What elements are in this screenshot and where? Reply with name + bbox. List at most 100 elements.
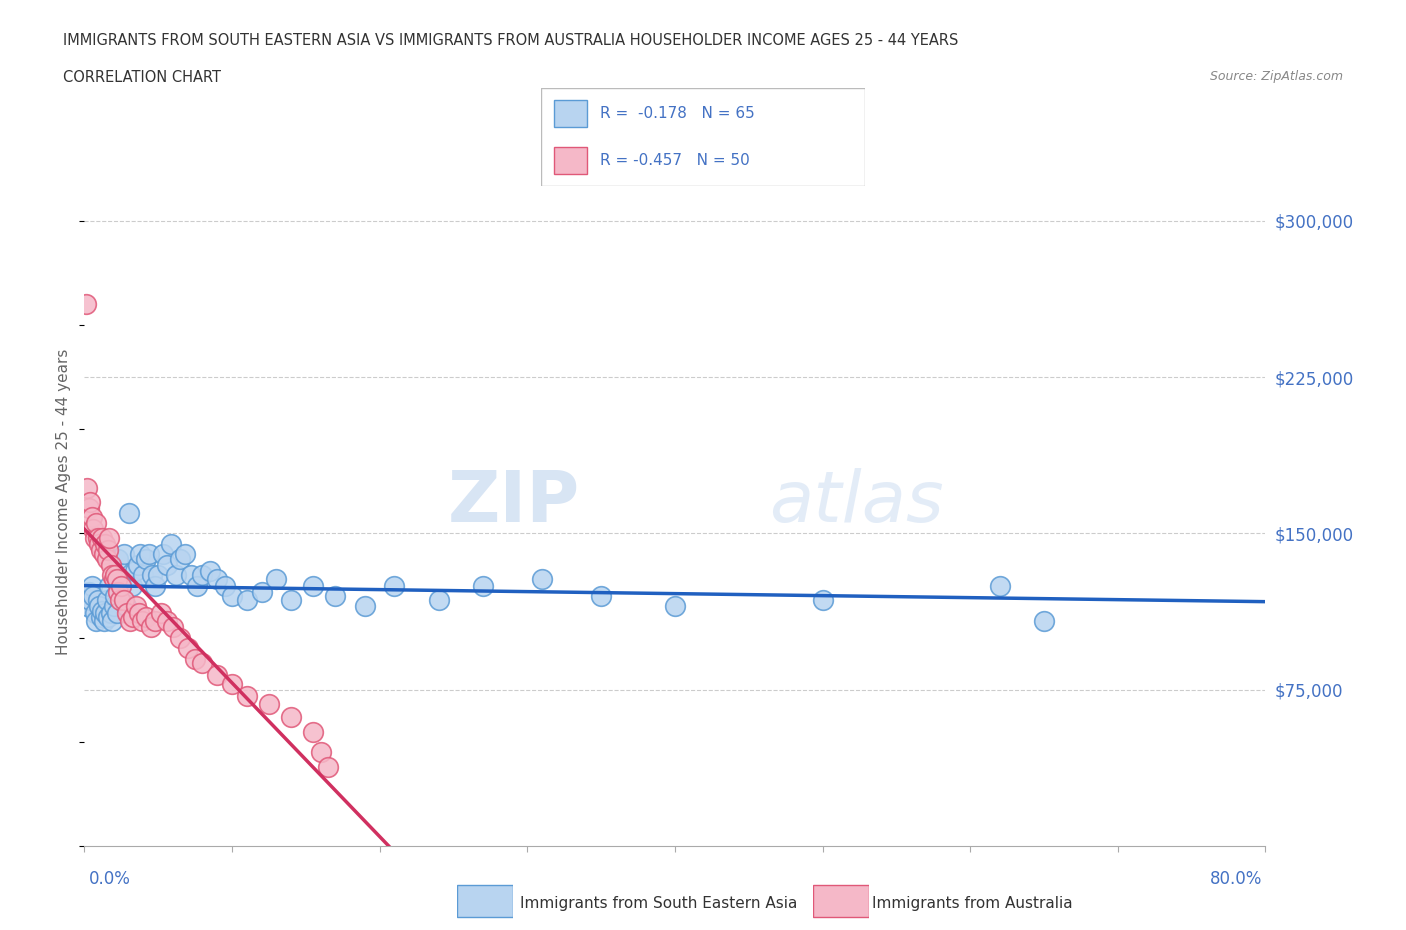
Point <box>112 592 135 607</box>
Point <box>280 710 302 724</box>
Point <box>76 599 98 614</box>
Point <box>77 501 100 516</box>
Point <box>83 605 105 620</box>
Point <box>165 567 187 582</box>
Point <box>96 592 118 607</box>
Point <box>280 592 302 607</box>
Point <box>205 572 228 587</box>
Point <box>150 605 173 620</box>
Point <box>108 592 131 607</box>
Point <box>101 614 124 629</box>
Point <box>988 578 1011 593</box>
Point <box>302 578 325 593</box>
Point <box>198 564 221 578</box>
Point <box>101 567 124 582</box>
Point <box>135 551 157 566</box>
Text: Immigrants from South Eastern Asia: Immigrants from South Eastern Asia <box>520 897 797 911</box>
Point <box>112 547 135 562</box>
Point <box>236 689 259 704</box>
Point <box>173 547 195 562</box>
Point <box>184 651 207 666</box>
Point <box>124 564 146 578</box>
Point <box>76 480 98 495</box>
Point <box>143 578 166 593</box>
Point <box>125 599 148 614</box>
Point <box>98 578 121 593</box>
Point <box>97 543 120 558</box>
Y-axis label: Householder Income Ages 25 - 44 years: Householder Income Ages 25 - 44 years <box>56 349 72 656</box>
Point <box>131 614 153 629</box>
Text: R = -0.457   N = 50: R = -0.457 N = 50 <box>599 153 749 168</box>
Point <box>127 557 149 572</box>
Point <box>138 547 160 562</box>
Text: atlas: atlas <box>769 468 943 537</box>
Point <box>98 530 121 545</box>
Point <box>84 614 107 629</box>
Point <box>811 592 834 607</box>
Point <box>121 578 143 593</box>
Point <box>191 567 214 582</box>
Point <box>84 515 107 530</box>
Point <box>169 631 191 645</box>
Point <box>115 605 138 620</box>
Point <box>91 604 114 618</box>
Point <box>93 614 115 629</box>
Point <box>1032 614 1054 629</box>
Point <box>257 698 280 712</box>
Point <box>77 584 100 599</box>
Point <box>104 567 127 582</box>
Point <box>114 599 136 614</box>
Point <box>302 724 325 739</box>
Point <box>122 609 145 624</box>
Point <box>148 567 170 582</box>
Point <box>103 572 125 587</box>
Point <box>86 530 108 545</box>
Text: R =  -0.178   N = 65: R = -0.178 N = 65 <box>599 106 754 121</box>
Point <box>91 530 114 545</box>
Point <box>100 557 122 572</box>
Point <box>104 589 127 604</box>
Point <box>264 572 288 587</box>
Point <box>236 592 259 607</box>
Point <box>80 578 103 593</box>
Point <box>107 584 129 599</box>
Point <box>139 620 162 635</box>
Point <box>221 676 243 691</box>
Point <box>100 605 122 620</box>
Point <box>309 745 332 760</box>
Point <box>221 589 243 604</box>
Point <box>105 605 128 620</box>
Point <box>664 599 686 614</box>
Bar <box>554 147 586 174</box>
Point <box>89 537 111 551</box>
Point <box>214 578 236 593</box>
Text: Immigrants from Australia: Immigrants from Australia <box>872 897 1073 911</box>
Point <box>250 584 273 599</box>
Point <box>82 522 104 537</box>
Point <box>79 592 101 607</box>
Point <box>105 572 128 587</box>
Point <box>169 551 191 566</box>
Point <box>120 614 142 629</box>
Point <box>107 551 129 566</box>
Point <box>186 578 208 593</box>
Point <box>83 530 105 545</box>
Text: Source: ZipAtlas.com: Source: ZipAtlas.com <box>1209 70 1343 83</box>
Point <box>530 572 553 587</box>
Point <box>191 656 214 671</box>
FancyBboxPatch shape <box>541 88 865 186</box>
Point <box>80 510 103 525</box>
Point <box>132 567 155 582</box>
Text: 80.0%: 80.0% <box>1211 870 1263 888</box>
Point <box>129 547 152 562</box>
Point <box>205 668 228 683</box>
Point <box>97 609 120 624</box>
Point <box>591 589 613 604</box>
Point <box>156 614 179 629</box>
Point <box>427 592 450 607</box>
Bar <box>554 100 586 127</box>
Text: IMMIGRANTS FROM SOUTH EASTERN ASIA VS IMMIGRANTS FROM AUSTRALIA HOUSEHOLDER INCO: IMMIGRANTS FROM SOUTH EASTERN ASIA VS IM… <box>63 33 959 47</box>
Point <box>152 547 174 562</box>
Text: CORRELATION CHART: CORRELATION CHART <box>63 70 221 85</box>
Point <box>472 578 495 593</box>
